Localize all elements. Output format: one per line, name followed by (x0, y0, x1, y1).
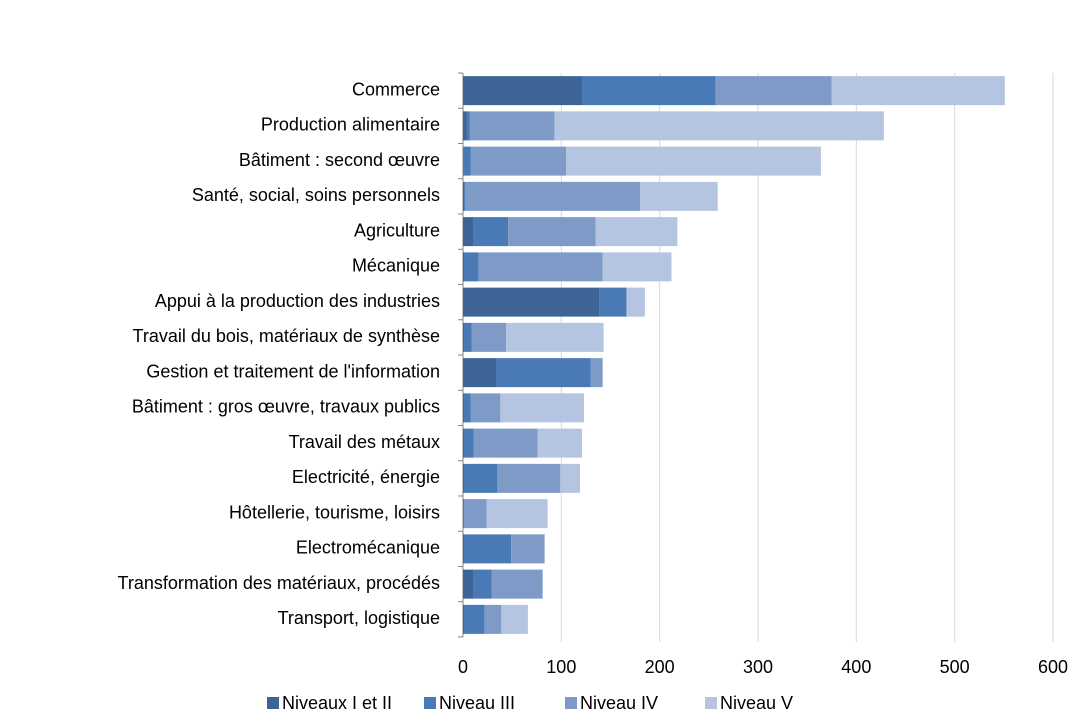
bar-segment (590, 358, 603, 388)
x-tick-label: 600 (1038, 657, 1068, 677)
bar-segment (470, 146, 567, 176)
bar-segment (463, 534, 512, 564)
bar-segment (560, 463, 581, 493)
bar-segment (508, 217, 596, 247)
legend-label: Niveaux I et II (282, 693, 392, 713)
bar-segment (463, 181, 465, 211)
bar-segment (496, 358, 591, 388)
legend-swatch (565, 697, 577, 709)
bar-segment (473, 569, 492, 599)
bar-segment (506, 322, 604, 352)
bar-segment (566, 146, 821, 176)
legend-label: Niveau III (439, 693, 515, 713)
bar-segment (463, 217, 474, 247)
bar-segment (463, 322, 464, 352)
bar-segment (463, 181, 464, 211)
bar-segment (463, 358, 497, 388)
y-tick-label: Travail du bois, matériaux de synthèse (133, 326, 441, 346)
bar-segment (537, 428, 582, 458)
y-tick-label: Hôtellerie, tourisme, loisirs (229, 502, 440, 522)
x-tick-label: 400 (841, 657, 871, 677)
bar-segment (463, 252, 464, 282)
y-tick-label: Electromécanique (296, 538, 440, 558)
legend-swatch (424, 697, 436, 709)
legend-swatch (705, 697, 717, 709)
bar-segment (463, 76, 582, 106)
bar-segment (497, 463, 561, 493)
bar-segment (463, 499, 464, 529)
bar-segment (463, 322, 472, 352)
y-tick-label: Production alimentaire (261, 115, 440, 135)
y-tick-label: Bâtiment : second œuvre (239, 150, 440, 170)
bar-segment (463, 111, 467, 141)
bar-segment (463, 146, 471, 176)
bar-segment (626, 287, 628, 317)
bar-segment (627, 287, 645, 317)
x-tick-label: 200 (645, 657, 675, 677)
x-tick-label: 0 (458, 657, 468, 677)
bar-segment (463, 428, 464, 458)
y-tick-label: Bâtiment : gros œuvre, travaux publics (132, 397, 440, 417)
legend-swatch (267, 697, 279, 709)
bar-segment (469, 111, 555, 141)
bar-segment (470, 393, 501, 423)
y-tick-label: Gestion et traitement de l'information (146, 361, 440, 381)
bar-segment (473, 217, 509, 247)
y-tick-label: Transformation des matériaux, procédés (118, 573, 440, 593)
bar-segment (463, 534, 464, 564)
legend-label: Niveau IV (580, 693, 658, 713)
y-tick-label: Agriculture (354, 220, 440, 240)
x-tick-label: 100 (546, 657, 576, 677)
bar-segment (463, 393, 471, 423)
bar-segment (486, 499, 548, 529)
bar-segment (640, 181, 718, 211)
y-tick-label: Santé, social, soins personnels (192, 185, 440, 205)
bar-segment (463, 604, 464, 634)
bar-segment (554, 111, 884, 141)
y-tick-label: Appui à la production des industries (155, 291, 440, 311)
y-tick-label: Travail des métaux (289, 432, 440, 452)
bar-segment (463, 499, 487, 529)
bar-segment (491, 569, 543, 599)
bar-segment (602, 252, 672, 282)
bar-segment (595, 217, 678, 247)
bar-segment (715, 76, 832, 106)
bar-segment (471, 322, 507, 352)
y-tick-label: Transport, logistique (278, 608, 440, 628)
x-tick-label: 300 (743, 657, 773, 677)
bar-segment (463, 463, 464, 493)
bar-segment (581, 76, 716, 106)
bar-segment (501, 604, 528, 634)
bar-segment (463, 569, 474, 599)
y-tick-label: Electricité, énergie (292, 467, 440, 487)
bar-segment (478, 252, 603, 282)
x-tick-label: 500 (940, 657, 970, 677)
bar-segment (463, 428, 474, 458)
bar-segment (463, 604, 485, 634)
bar-segment (473, 428, 538, 458)
bar-segment (463, 463, 498, 493)
bar-segment (463, 393, 464, 423)
bar-segment (831, 76, 1005, 106)
legend-label: Niveau V (720, 693, 793, 713)
bar-segment (511, 534, 545, 564)
bar-segment (599, 287, 627, 317)
bar-segment (463, 252, 479, 282)
bar-segment (463, 287, 600, 317)
bar-segment (484, 604, 502, 634)
y-tick-label: Mécanique (352, 256, 440, 276)
bar-segment (464, 181, 640, 211)
bar-segment (466, 111, 470, 141)
y-tick-label: Commerce (352, 79, 440, 99)
bar-segment (500, 393, 584, 423)
